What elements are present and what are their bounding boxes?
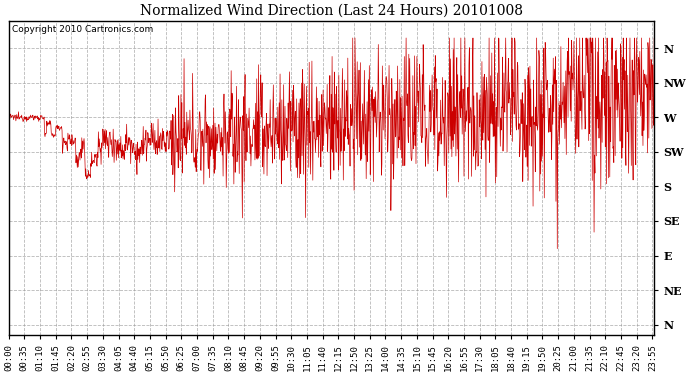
Title: Normalized Wind Direction (Last 24 Hours) 20101008: Normalized Wind Direction (Last 24 Hours…	[140, 4, 523, 18]
Text: Copyright 2010 Cartronics.com: Copyright 2010 Cartronics.com	[12, 26, 153, 34]
